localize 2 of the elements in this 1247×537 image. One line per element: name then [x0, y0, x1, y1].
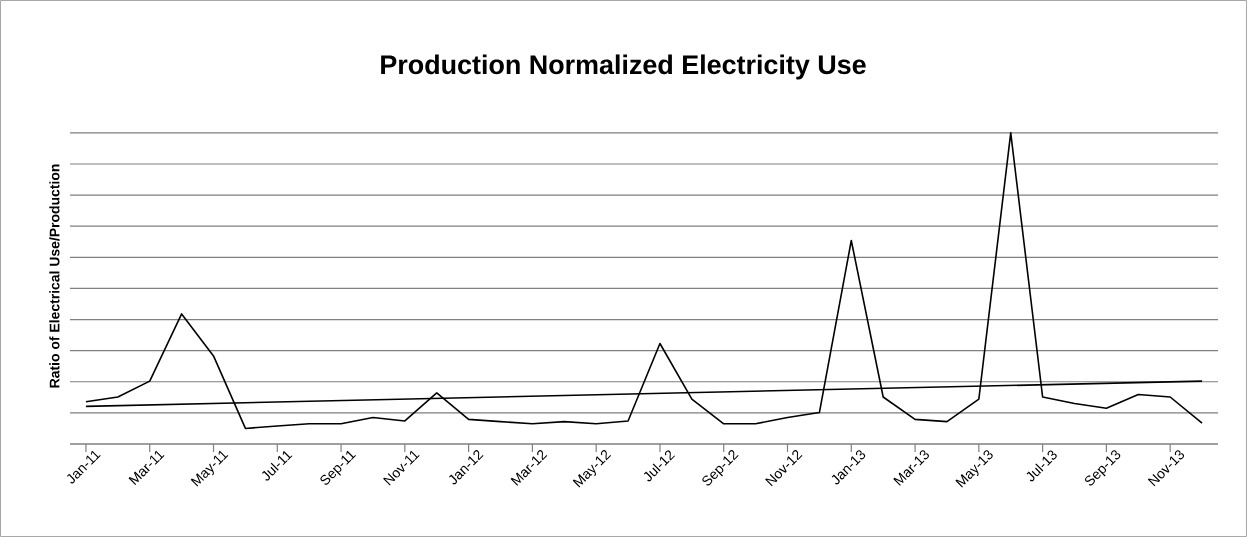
chart-title: Production Normalized Electricity Use: [381, 54, 866, 80]
y-axis-title: Ratio of Electrical Use/Production: [49, 164, 60, 388]
